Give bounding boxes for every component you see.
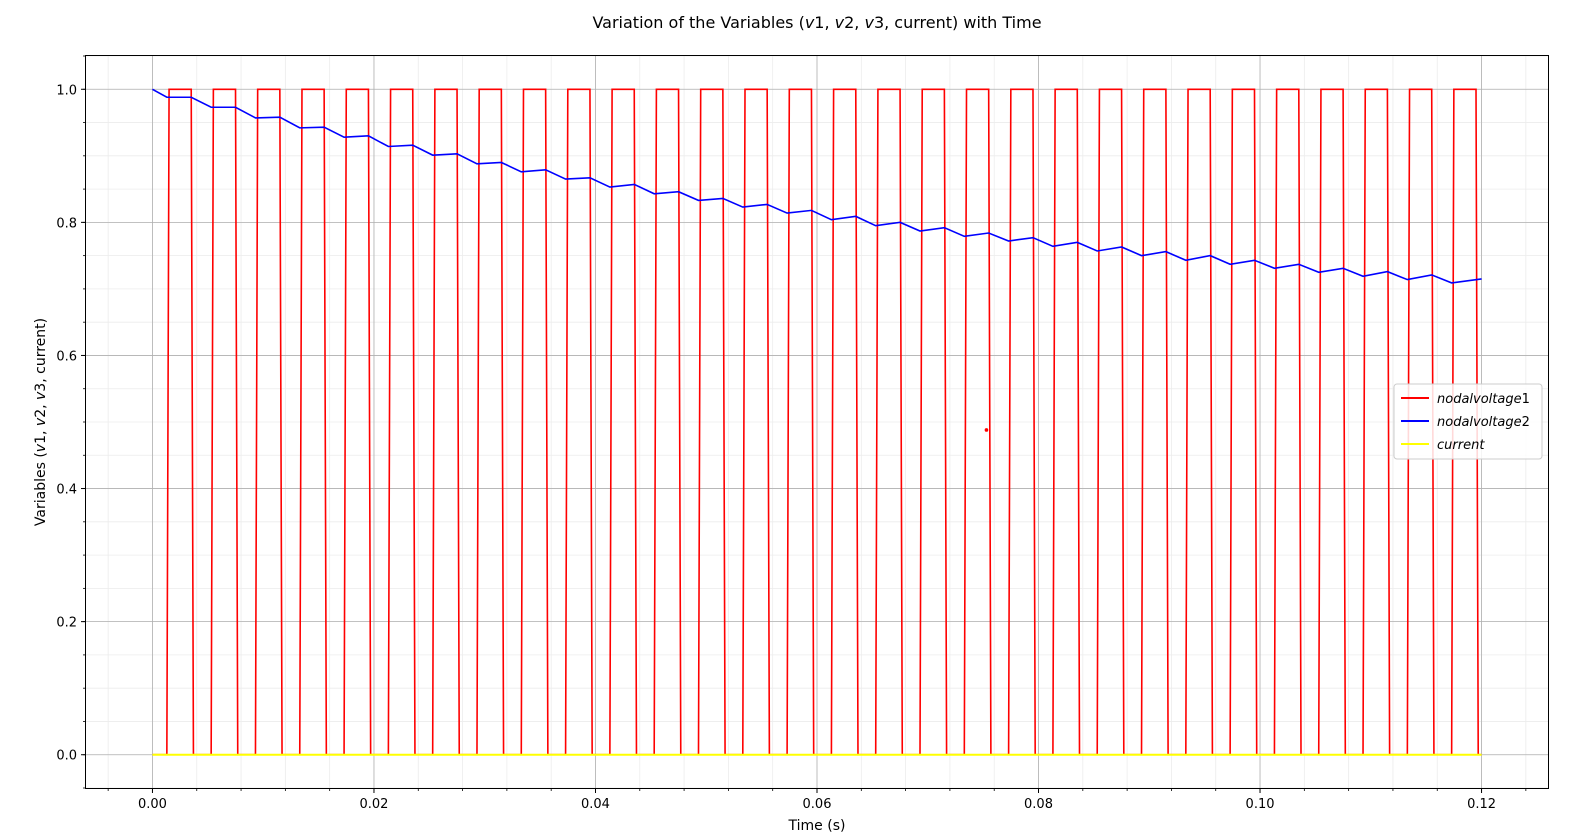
y-tick-label: 0.2 xyxy=(56,616,77,631)
legend-label-current: current xyxy=(1437,438,1485,453)
y-axis-label: Variables (v1, v2, v3, current) xyxy=(33,318,49,526)
y-tick-label: 1.0 xyxy=(56,83,77,98)
y-tick-label: 0.0 xyxy=(56,749,77,764)
legend-box xyxy=(1393,383,1543,460)
series-line-nodalvoltage2 xyxy=(152,88,1482,284)
x-tick-label: 0.00 xyxy=(138,797,167,812)
x-tick-label: 0.10 xyxy=(1246,797,1275,812)
x-tick-label: 0.12 xyxy=(1467,797,1496,812)
y-axis: 0.0 0.2 0.4 0.6 0.8 1.0 xyxy=(56,55,86,789)
legend-label-nodalvoltage1: nodalvoltage1 xyxy=(1437,392,1530,407)
annotation-point xyxy=(984,428,989,432)
x-tick-label: 0.08 xyxy=(1024,797,1053,812)
y-tick-label: 0.4 xyxy=(56,483,77,498)
series-layer xyxy=(152,88,1482,756)
legend: nodalvoltage1 nodalvoltage2 current xyxy=(1393,383,1543,460)
y-tick-label: 0.8 xyxy=(56,216,77,231)
y-tick-label: 0.6 xyxy=(56,349,77,364)
x-tick-label: 0.02 xyxy=(359,797,388,812)
x-tick-label: 0.06 xyxy=(803,797,832,812)
x-tick-label: 0.04 xyxy=(581,797,610,812)
chart-title: Variation of the Variables (v1, v2, v3, … xyxy=(592,13,1041,32)
x-axis-label: Time (s) xyxy=(788,818,846,834)
legend-label-nodalvoltage2: nodalvoltage2 xyxy=(1437,415,1530,430)
x-axis: 0.00 0.02 0.04 0.06 0.08 0.10 0.12 xyxy=(107,788,1527,812)
